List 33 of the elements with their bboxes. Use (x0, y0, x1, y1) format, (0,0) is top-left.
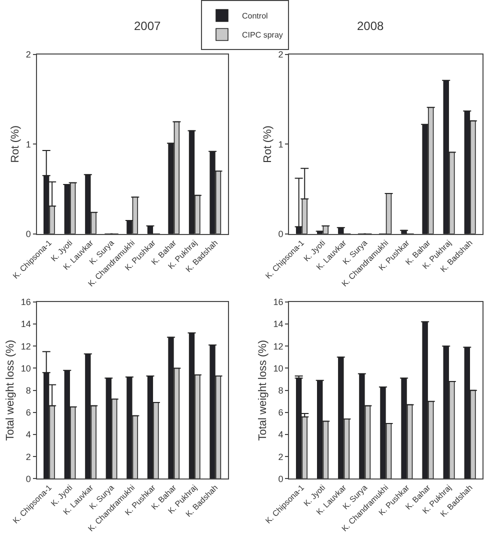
y-tick-label: 8 (26, 385, 31, 396)
y-tick-label: 12 (20, 341, 31, 352)
y-tick-label: 2 (278, 452, 284, 462)
y-tick-label: 0 (278, 474, 284, 484)
y-tick-label: 10 (20, 363, 31, 374)
legend-label: Control (242, 12, 268, 21)
y-tick-label: 6 (26, 408, 31, 418)
y-tick-label: 0 (278, 229, 284, 240)
y-tick-label: 0 (26, 229, 31, 240)
y-axis-title: Rot (%) (262, 126, 274, 163)
y-tick-label: 4 (278, 430, 284, 440)
chart-title: 2007 (134, 19, 162, 33)
y-tick-label: 8 (278, 385, 284, 396)
y-tick-label: 10 (273, 363, 284, 374)
y-tick-label: 16 (273, 297, 284, 308)
y-tick-label: 4 (26, 430, 31, 440)
y-axis-title: Rot (%) (10, 126, 22, 163)
y-tick-label: 12 (273, 341, 284, 352)
y-tick-label: 14 (273, 319, 284, 330)
y-axis-title: Total weight loss (%) (256, 340, 269, 441)
y-tick-label: 2 (278, 50, 284, 60)
y-tick-label: 2 (26, 50, 31, 60)
y-tick-label: 2 (26, 452, 31, 462)
y-tick-label: 1 (278, 139, 284, 150)
legend-label: CIPC spray (242, 30, 283, 40)
y-tick-label: 6 (278, 408, 284, 418)
chart-title: 2008 (357, 19, 384, 33)
y-axis-title: Total weight loss (%) (4, 340, 17, 441)
y-tick-label: 0 (26, 474, 31, 484)
bar (386, 193, 392, 234)
y-tick-label: 14 (20, 319, 31, 330)
y-tick-label: 1 (26, 139, 31, 150)
y-tick-label: 16 (20, 297, 31, 308)
